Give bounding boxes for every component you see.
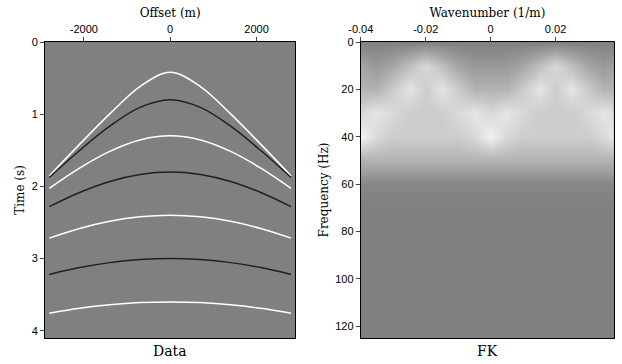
svg-text:20: 20: [341, 83, 353, 95]
svg-text:0: 0: [347, 36, 353, 48]
svg-text:40: 40: [341, 131, 353, 143]
svg-text:0: 0: [488, 23, 494, 35]
svg-text:120: 120: [335, 320, 353, 332]
svg-text:60: 60: [341, 178, 353, 190]
svg-text:0: 0: [32, 36, 38, 48]
svg-text:Time (s): Time (s): [13, 165, 27, 215]
svg-text:0: 0: [167, 23, 173, 35]
svg-text:1: 1: [32, 108, 38, 120]
svg-text:2: 2: [32, 180, 38, 192]
svg-text:FK: FK: [477, 343, 498, 359]
svg-text:-0.04: -0.04: [348, 23, 373, 35]
svg-text:Frequency (Hz): Frequency (Hz): [317, 143, 331, 238]
svg-text:Wavenumber (1/m): Wavenumber (1/m): [429, 6, 545, 20]
svg-text:80: 80: [341, 225, 353, 237]
svg-text:4: 4: [32, 325, 38, 337]
svg-text:100: 100: [335, 273, 353, 285]
svg-text:Data: Data: [153, 343, 187, 359]
svg-text:-0.02: -0.02: [413, 23, 438, 35]
svg-text:Offset (m): Offset (m): [140, 6, 201, 20]
svg-text:2000: 2000: [244, 23, 268, 35]
svg-text:-2000: -2000: [70, 23, 98, 35]
svg-text:0.02: 0.02: [545, 23, 566, 35]
svg-text:3: 3: [32, 252, 38, 264]
